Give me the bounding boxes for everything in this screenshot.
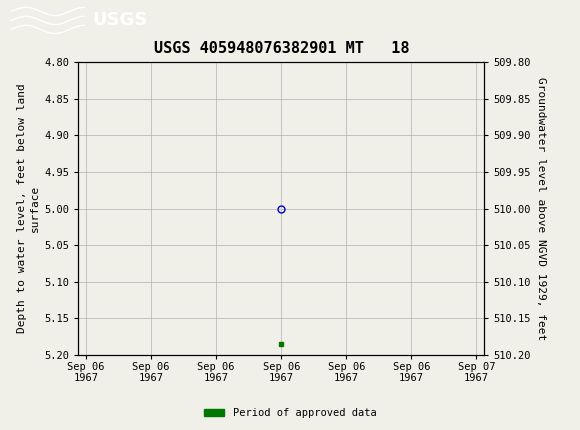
Legend: Period of approved data: Period of approved data [200,404,380,423]
Y-axis label: Groundwater level above NGVD 1929, feet: Groundwater level above NGVD 1929, feet [536,77,546,340]
Title: USGS 405948076382901 MT   18: USGS 405948076382901 MT 18 [154,40,409,55]
Y-axis label: Depth to water level, feet below land
surface: Depth to water level, feet below land su… [17,84,40,333]
Text: USGS: USGS [93,12,148,29]
